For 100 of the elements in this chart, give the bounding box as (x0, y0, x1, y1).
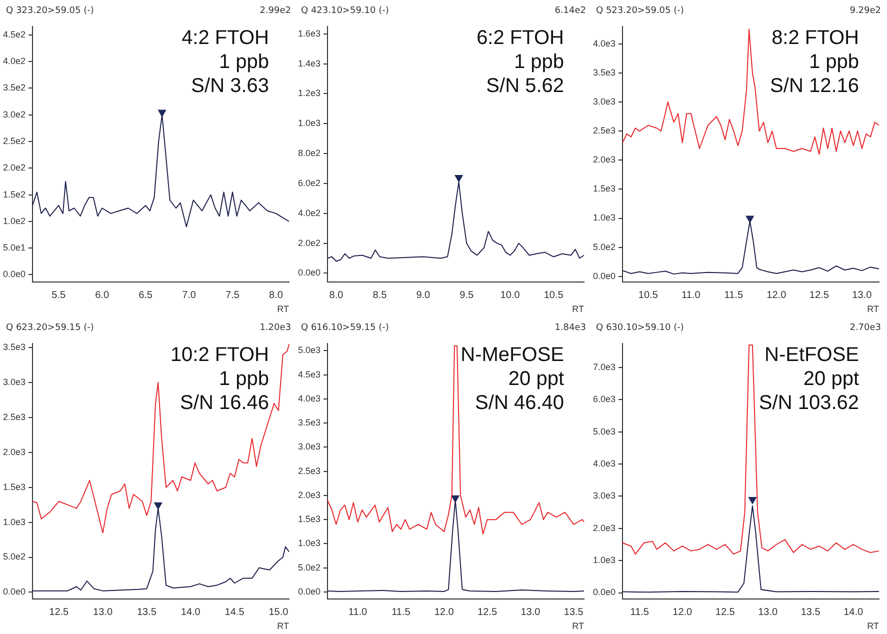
text: 2.70e3 (850, 322, 881, 335)
y-tick-label: 1.0e3 (298, 538, 321, 548)
x-tick-label: 12.5 (478, 606, 498, 618)
annotation: S/N 3.63 (191, 74, 269, 97)
x-tick-label: 11.5 (630, 606, 650, 618)
y-tick-label: 1.4e3 (298, 58, 321, 68)
chart-title: Q 623.20>59.15 (-) (6, 322, 94, 335)
y-tick-label: 6.0e2 (298, 178, 321, 188)
y-tick-label: 2.0e2 (2, 162, 26, 173)
annotation: 20 ppt (803, 368, 860, 390)
x-axis-title: RT (572, 304, 584, 314)
x-tick-label: 9.0 (416, 290, 431, 301)
y-tick-label: 0.0e0 (298, 586, 321, 596)
y-tick-label: 6.0e3 (592, 394, 616, 404)
x-axis-title: RT (277, 304, 290, 314)
y-tick-label: 4.0e2 (2, 56, 26, 66)
y-tick-label: 0.0e0 (298, 268, 321, 278)
y-tick-label: 2.0e3 (298, 490, 321, 500)
y-tick-label: 3.0e3 (592, 490, 616, 501)
x-axis-title: RT (867, 621, 880, 632)
x-tick-label: 13.5 (564, 606, 584, 618)
y-tick-label: 0.0e0 (592, 587, 616, 598)
y-tick-label: 7.0e3 (592, 362, 616, 372)
x-tick-label: 8.0 (329, 290, 344, 301)
x-tick-label: 14.5 (224, 606, 245, 618)
y-tick-label: 1.0e3 (2, 516, 26, 527)
annotation: N-MeFOSE (460, 344, 564, 366)
x-tick-label: 10.0 (500, 290, 520, 301)
y-tick-label: 2.0e3 (2, 446, 26, 457)
x-tick-label: 10.5 (638, 290, 658, 301)
x-tick-label: 15.0 (268, 606, 289, 618)
y-tick-label: 1.0e2 (2, 216, 26, 226)
y-tick-label: 1.0e3 (592, 212, 616, 223)
x-tick-label: 14.0 (180, 606, 201, 618)
y-tick-label: 0.0e0 (592, 270, 616, 281)
y-tick-label: 4.0e3 (298, 393, 321, 404)
y-tick-label: 2.0e3 (592, 522, 616, 533)
x-tick-label: 13.0 (520, 606, 541, 618)
text: 9.29e2 (850, 5, 881, 18)
annotation: 1 ppb (808, 50, 859, 73)
y-tick-label: 2.5e3 (298, 466, 321, 476)
y-tick-label: 1.5e3 (592, 184, 616, 194)
x-tick-label: 13.5 (800, 606, 821, 618)
y-tick-label: 5.0e1 (2, 242, 26, 253)
y-tick-label: 1.5e3 (298, 514, 321, 524)
y-tick-label: 4.5e2 (2, 29, 26, 40)
x-tick-label: 11.0 (348, 606, 368, 618)
y-tick-label: 4.5e3 (298, 369, 321, 380)
x-tick-label: 11.5 (392, 606, 411, 618)
y-tick-label: 4.0e2 (298, 208, 321, 218)
x-tick-label: 7.5 (226, 290, 240, 301)
x-tick-label: 13.5 (136, 606, 157, 618)
annotation: S/N 46.40 (475, 392, 564, 414)
y-tick-label: 5.0e3 (298, 345, 321, 356)
x-tick-label: 6.5 (138, 290, 153, 301)
annotation: 1 ppb (514, 50, 564, 73)
y-tick-label: 5.0e2 (2, 552, 26, 562)
text: 1.20e3 (260, 322, 291, 335)
y-tick-label: 3.5e3 (298, 418, 321, 428)
chart-title: Q 523.20>59.05 (-) (596, 5, 684, 18)
y-tick-label: 5.0e2 (298, 562, 321, 572)
x-axis-title: RT (867, 304, 880, 314)
x-tick-label: 5.5 (52, 290, 66, 301)
x-tick-label: 12.0 (434, 606, 454, 618)
text: 2.99e2 (260, 5, 291, 18)
y-tick-label: 1.2e3 (298, 88, 321, 98)
x-tick-label: 8.5 (372, 290, 388, 301)
y-tick-label: 2.5e2 (2, 136, 26, 146)
y-tick-label: 1.0e3 (592, 555, 616, 566)
x-axis-title: RT (277, 621, 290, 632)
text: 6.14e2 (554, 5, 586, 18)
annotation: 20 ppt (508, 368, 564, 390)
y-tick-label: 3.0e3 (2, 377, 26, 388)
x-tick-label: 14.0 (844, 606, 864, 618)
y-tick-label: 3.0e3 (298, 442, 321, 452)
x-tick-label: 12.0 (766, 290, 787, 301)
x-tick-label: 12.5 (49, 606, 70, 618)
x-tick-label: 10.5 (544, 290, 564, 301)
y-tick-label: 3.5e2 (2, 82, 26, 93)
y-tick-label: 3.5e3 (592, 67, 616, 78)
chart-title: Q 630.10>59.10 (-) (596, 322, 684, 335)
x-tick-label: 7.0 (182, 290, 196, 301)
x-tick-label: 6.0 (95, 290, 110, 301)
y-tick-label: 4.0e3 (592, 458, 616, 469)
y-tick-label: 8.0e2 (298, 148, 321, 158)
x-tick-label: 9.5 (460, 290, 474, 301)
x-axis-title: RT (572, 621, 584, 632)
annotation: 4:2 FTOH (182, 26, 269, 49)
x-tick-label: 11.0 (682, 290, 701, 301)
annotation: 10:2 FTOH (170, 344, 269, 366)
annotation: S/N 5.62 (486, 74, 564, 97)
text: 1.84e3 (554, 322, 586, 335)
y-tick-label: 1.6e3 (298, 28, 321, 38)
chart-title: Q 323.20>59.05 (-) (6, 5, 94, 18)
y-tick-label: 5.0e2 (592, 242, 616, 252)
annotation: N-EtFOSE (764, 344, 859, 366)
annotation: S/N 16.46 (180, 392, 269, 414)
y-tick-label: 2.0e3 (592, 154, 616, 165)
x-tick-label: 12.0 (672, 606, 693, 618)
y-tick-label: 0.0e0 (2, 269, 26, 280)
